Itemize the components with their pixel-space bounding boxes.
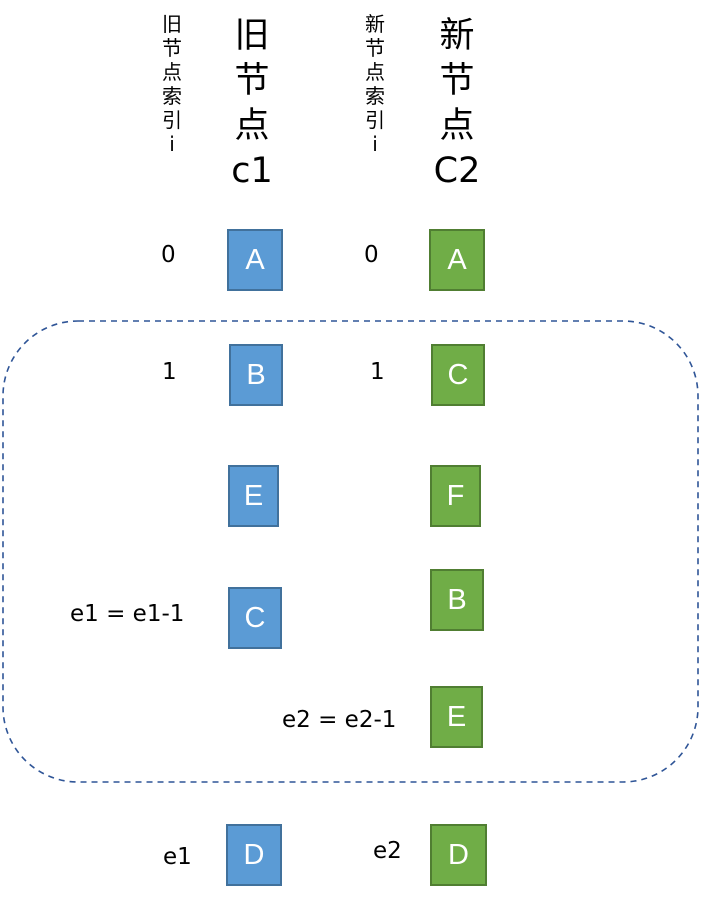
old-end-index-label: e1: [163, 844, 192, 870]
new-node: B: [430, 569, 484, 631]
old-node: D: [226, 824, 282, 886]
old-index-label: 0: [161, 242, 176, 268]
dashed-group-box: [2, 320, 699, 783]
old-end-index-label: e1 = e1-1: [70, 601, 185, 627]
old-index-label: 1: [162, 359, 177, 385]
new-nodes-header: 新 节 点 C2: [433, 16, 481, 191]
old-node: C: [228, 587, 282, 649]
new-node: D: [430, 824, 487, 886]
old-node: E: [228, 465, 279, 527]
old-node: B: [229, 344, 283, 406]
new-index-label: 0: [364, 242, 379, 268]
old-index-header: 旧 节 点 索 引 i: [162, 12, 182, 156]
new-node: F: [430, 465, 481, 527]
old-node: A: [227, 229, 283, 291]
new-index-label: 1: [370, 359, 385, 385]
old-nodes-header: 旧 节 点 c1: [231, 16, 273, 191]
new-end-index-label: e2 = e2-1: [282, 707, 397, 733]
new-index-header: 新 节 点 索 引 i: [365, 12, 385, 156]
new-node: C: [431, 344, 485, 406]
new-node: E: [430, 686, 483, 748]
new-node: A: [429, 229, 485, 291]
new-end-index-label: e2: [373, 838, 402, 864]
